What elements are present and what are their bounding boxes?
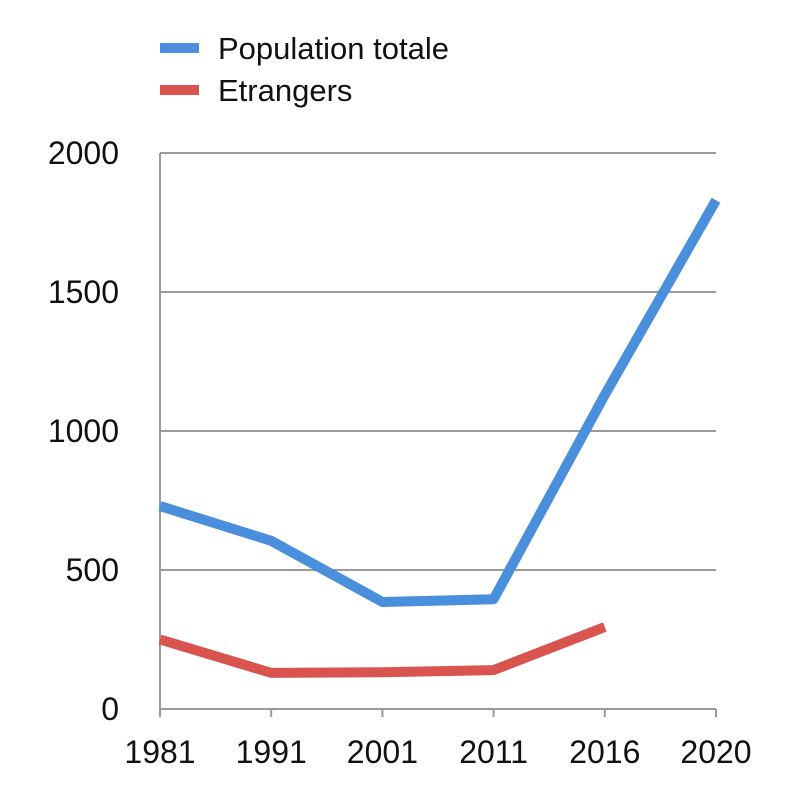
y-tick-label: 1000 — [48, 413, 119, 449]
axis-layer: 0 500 1000 1500 2000 1981 1991 2001 2011 2016 2020 — [48, 135, 752, 770]
x-tick-label: 1981 — [124, 734, 195, 770]
legend-label: Etrangers — [218, 73, 352, 108]
grid-layer — [160, 152, 716, 571]
x-tick-label: 2020 — [680, 734, 751, 770]
x-tick-label: 2001 — [347, 734, 418, 770]
series-line-population-totale — [158, 197, 721, 607]
x-tick-label: 1991 — [236, 734, 307, 770]
y-tick-label: 0 — [101, 691, 119, 727]
y-tick-label: 1500 — [48, 274, 119, 310]
series-line-etrangers — [158, 622, 607, 678]
legend-label: Population totale — [218, 31, 449, 66]
y-tick-label: 2000 — [48, 135, 119, 171]
series-layer — [158, 197, 721, 678]
x-tick-label: 2016 — [569, 734, 640, 770]
y-tick-label: 500 — [66, 552, 119, 588]
legend: Population totale Etrangers — [160, 31, 449, 108]
x-tick-label: 2011 — [459, 734, 528, 770]
